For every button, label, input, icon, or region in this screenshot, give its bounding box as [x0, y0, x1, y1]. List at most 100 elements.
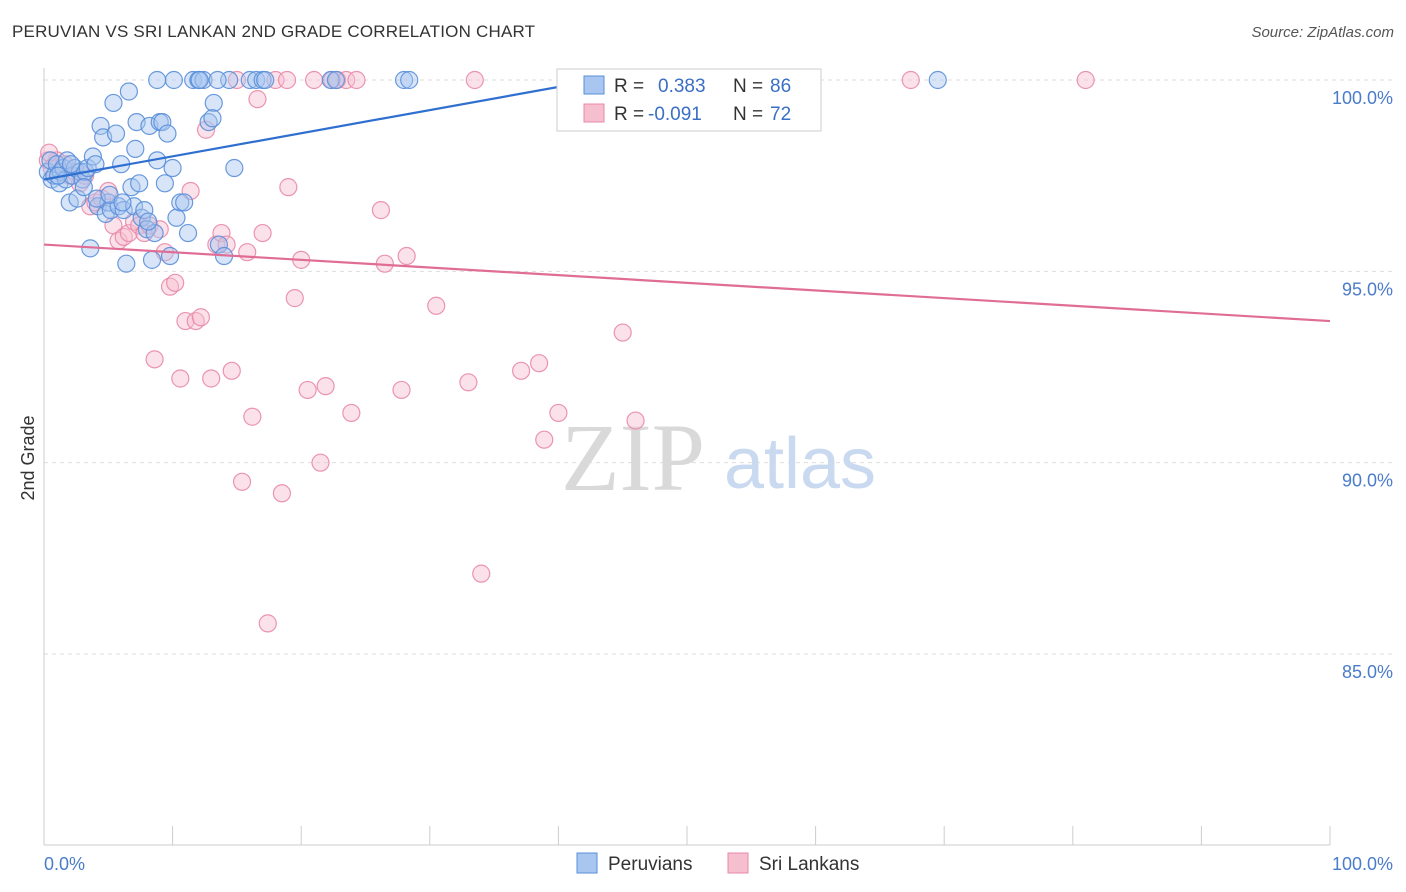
peruvians-point-63 [225, 158, 244, 178]
sri-lankans-point-21 [145, 350, 164, 369]
legend-n-label-1: N = [733, 76, 763, 97]
bottom-legend-sri-lankans: Sri Lankans [759, 854, 859, 875]
sri-lankans-point-56 [342, 403, 361, 423]
sri-lankans-point-73 [1076, 70, 1095, 90]
peruvians-point-75 [394, 70, 414, 90]
axes [43, 68, 1331, 846]
source-label: Source: ZipAtlas.com [1251, 24, 1394, 41]
sri-lankans-point-27 [176, 311, 195, 331]
peruvians-points [38, 70, 947, 273]
legend-r-label-1: R = [614, 76, 644, 97]
sri-lankans-point-37 [227, 70, 246, 90]
sri-lankans-point-58 [371, 201, 391, 220]
peruvians-point-47 [155, 174, 174, 193]
sri-lankans-point-45 [272, 484, 292, 503]
sri-lankans-point-71 [626, 411, 645, 430]
peruvians-point-28 [106, 124, 126, 143]
legend-r-label-2: R = [614, 104, 644, 125]
legend-n-value-2: 72 [770, 104, 791, 125]
bottom-legend-swatch-sri-lankans [727, 852, 749, 874]
peruvians-point-33 [119, 82, 138, 101]
peruvians-point-52 [171, 193, 190, 212]
peruvians-point-76 [400, 70, 419, 90]
peruvians-point-55 [184, 70, 203, 90]
peruvians-point-60 [209, 235, 228, 254]
peruvians-point-84 [126, 139, 145, 158]
sri-lankans-point-60 [392, 380, 411, 400]
peruvians-point-68 [208, 70, 227, 90]
sri-lankans-point-38 [232, 472, 252, 491]
peruvians-point-73 [321, 70, 340, 90]
peruvians-point-51 [167, 208, 186, 227]
sri-lankans-point-36 [222, 361, 241, 380]
peruvians-point-67 [148, 70, 167, 90]
sri-lankans-point-28 [181, 181, 200, 201]
peruvians-point-59 [204, 93, 223, 113]
peruvians-point-77 [928, 70, 947, 90]
sri-lankans-point-46 [279, 178, 298, 197]
peruvians-point-64 [203, 109, 222, 128]
peruvians-point-85 [139, 212, 158, 231]
peruvians-point-43 [145, 223, 164, 243]
y-tick-label-85: 85.0% [1342, 662, 1393, 682]
y-axis-label: 2nd Grade [18, 415, 38, 500]
sri-lankans-point-65 [472, 564, 491, 583]
peruvians-point-72 [256, 70, 275, 90]
peruvians-point-42 [142, 250, 162, 269]
peruvians-point-69 [240, 70, 259, 90]
sri-lankans-point-75 [277, 70, 297, 90]
peruvians-point-49 [160, 246, 180, 266]
correlation-legend: R = 0.383 N = 86 R = -0.091 N = 72 [556, 68, 822, 132]
sri-lankans-point-67 [530, 354, 549, 373]
peruvians-point-22 [91, 116, 110, 136]
sri-lankans-point-64 [465, 70, 484, 90]
peruvians-point-65 [190, 70, 209, 90]
watermark-zip: ZIP [561, 404, 705, 511]
sri-lankans-point-39 [238, 243, 257, 262]
sri-lankans-point-52 [316, 377, 335, 396]
series-legend: Peruvians Sri Lankans [576, 852, 859, 875]
sri-lankans-point-43 [258, 614, 277, 633]
sri-lankans-point-34 [212, 223, 231, 243]
y-tick-label-90: 90.0% [1342, 471, 1393, 491]
peruvians-point-32 [117, 254, 136, 273]
peruvians-point-46 [153, 112, 172, 132]
sri-lankans-point-50 [304, 70, 324, 90]
legend-n-value-1: 86 [770, 76, 791, 97]
sri-lankans-point-57 [347, 70, 366, 90]
sri-lankans-point-47 [285, 289, 304, 308]
peruvians-point-37 [130, 174, 149, 193]
y-tick-label-95: 95.0% [1342, 279, 1393, 299]
sri-lankans-point-16 [119, 223, 138, 243]
peruvians-point-66 [164, 70, 183, 90]
peruvians-trend-line [43, 78, 598, 181]
legend-r-value-2: -0.091 [648, 104, 702, 125]
legend-r-value-1: 0.383 [658, 76, 706, 97]
sri-lankans-point-62 [427, 296, 446, 315]
sri-lankans-point-40 [243, 407, 262, 426]
sri-lankans-points [38, 70, 1095, 633]
sri-lankans-trend-line [43, 243, 1331, 323]
sri-lankans-point-35 [217, 235, 236, 254]
peruvians-point-57 [194, 70, 213, 90]
sri-lankans-point-66 [512, 361, 531, 380]
watermark: ZIP atlas [561, 404, 876, 511]
sri-lankans-point-55 [337, 70, 356, 90]
chart-title: PERUVIAN VS SRI LANKAN 2ND GRADE CORRELA… [12, 22, 536, 41]
bottom-legend-peruvians: Peruvians [608, 854, 693, 875]
peruvians-point-39 [135, 201, 154, 220]
peruvians-point-74 [326, 70, 346, 90]
peruvians-point-79 [61, 155, 81, 174]
peruvians-point-83 [113, 193, 132, 212]
peruvians-point-80 [74, 178, 93, 197]
tick-labels: 85.0% 90.0% 95.0% 100.0% 0.0% 100.0% [44, 88, 1393, 874]
sri-lankans-point-42 [253, 223, 272, 243]
sri-lankans-point-63 [459, 373, 478, 392]
legend-swatch-peruvians [583, 75, 605, 95]
peruvians-point-50 [163, 158, 182, 178]
sri-lankans-point-49 [298, 380, 317, 400]
legend-swatch-sri-lankans [583, 103, 605, 123]
sri-lankans-point-41 [248, 90, 267, 109]
legend-n-label-2: N = [733, 104, 763, 125]
